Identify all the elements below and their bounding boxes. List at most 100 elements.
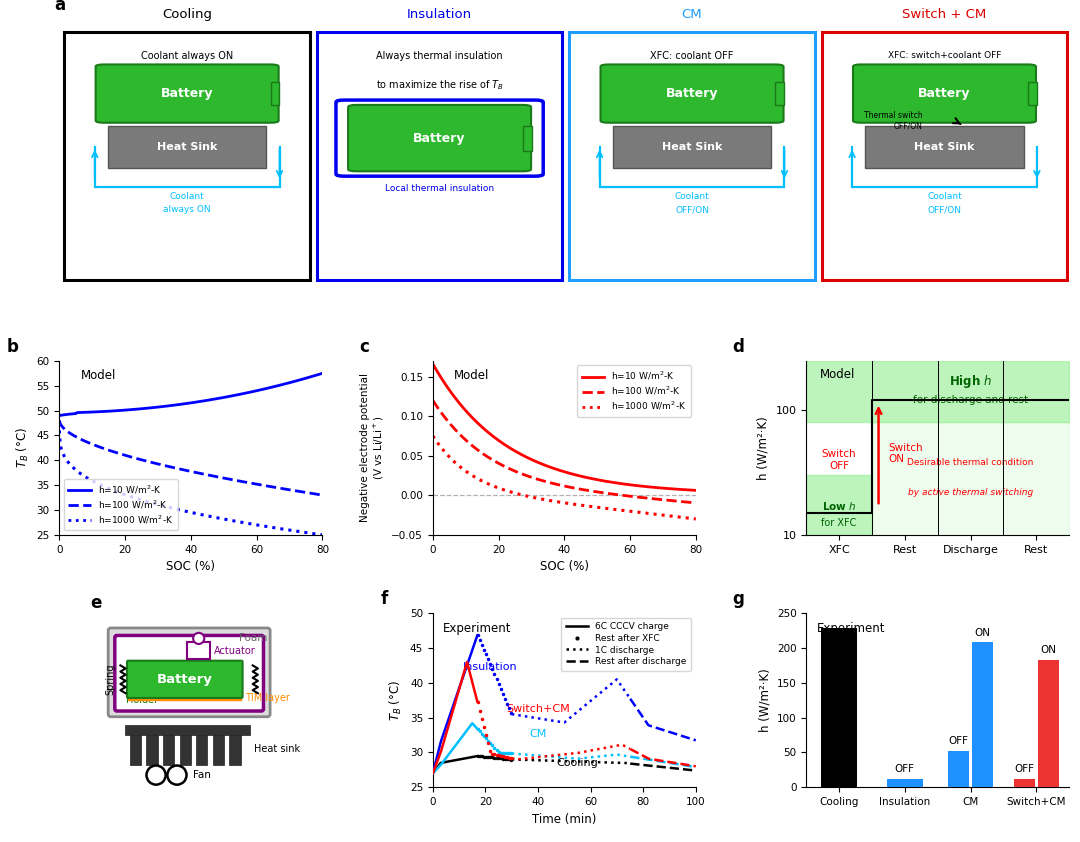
Bar	[229, 735, 241, 765]
Bar	[523, 125, 531, 151]
Text: OFF: OFF	[895, 764, 915, 774]
Text: a: a	[54, 0, 66, 14]
Text: High $h$: High $h$	[949, 373, 993, 390]
Bar	[1014, 779, 1035, 787]
FancyBboxPatch shape	[569, 31, 814, 280]
Text: Coolant: Coolant	[170, 192, 204, 200]
Text: Heat Sink: Heat Sink	[662, 142, 723, 152]
Text: OFF/ON: OFF/ON	[675, 205, 710, 214]
FancyBboxPatch shape	[114, 636, 264, 711]
X-axis label: Time (min): Time (min)	[532, 813, 596, 825]
Y-axis label: $T_B$ (°C): $T_B$ (°C)	[388, 679, 404, 721]
Legend: 6C CCCV charge, Rest after XFC, 1C discharge, Rest after discharge: 6C CCCV charge, Rest after XFC, 1C disch…	[562, 618, 691, 671]
Bar	[129, 696, 241, 701]
Text: Spring: Spring	[105, 663, 114, 695]
Bar	[213, 735, 224, 765]
Text: Switch
ON: Switch ON	[889, 443, 923, 464]
Bar	[775, 82, 784, 105]
Text: Switch + CM: Switch + CM	[903, 8, 987, 21]
Text: Foam: Foam	[240, 632, 268, 642]
Text: d: d	[732, 338, 744, 356]
FancyBboxPatch shape	[65, 31, 310, 280]
Text: Insulation: Insulation	[407, 8, 472, 21]
Text: Insulation: Insulation	[463, 663, 518, 673]
Text: for discharge and rest: for discharge and rest	[913, 396, 1028, 406]
FancyBboxPatch shape	[348, 105, 531, 171]
Text: Battery: Battery	[665, 87, 718, 100]
Text: always ON: always ON	[163, 205, 211, 214]
Bar	[197, 735, 207, 765]
Text: Switch
OFF: Switch OFF	[822, 449, 856, 471]
FancyBboxPatch shape	[127, 661, 243, 698]
Text: ON: ON	[974, 627, 990, 637]
Text: Battery: Battery	[161, 87, 214, 100]
FancyBboxPatch shape	[108, 628, 270, 717]
Y-axis label: Negative electrode potential
(V vs Li/Li$^+$): Negative electrode potential (V vs Li/Li…	[360, 373, 386, 522]
Text: Battery: Battery	[918, 87, 971, 100]
Bar	[865, 126, 1024, 168]
Text: Cooling: Cooling	[162, 8, 212, 21]
Bar	[130, 735, 141, 765]
Bar	[147, 735, 158, 765]
Text: to minimize the rise of $T_B$: to minimize the rise of $T_B$	[124, 78, 249, 93]
Text: Coolant always ON: Coolant always ON	[141, 51, 233, 61]
Y-axis label: h (W/m²·K): h (W/m²·K)	[758, 669, 771, 732]
Text: b: b	[6, 338, 18, 356]
Text: to maximize the rise of $T_B$: to maximize the rise of $T_B$	[376, 78, 503, 93]
Text: Model: Model	[820, 368, 854, 381]
FancyBboxPatch shape	[822, 31, 1067, 280]
FancyBboxPatch shape	[96, 65, 279, 123]
Bar	[179, 735, 191, 765]
Bar	[948, 751, 969, 787]
Text: Heat Sink: Heat Sink	[157, 142, 217, 152]
Bar	[612, 126, 771, 168]
Text: Coolant: Coolant	[927, 192, 962, 200]
Text: Desirable thermal condition: Desirable thermal condition	[907, 458, 1034, 467]
Text: f: f	[380, 590, 388, 609]
FancyBboxPatch shape	[316, 31, 563, 280]
Text: by active thermal switching: by active thermal switching	[908, 488, 1034, 497]
Text: OFF/ON: OFF/ON	[928, 205, 961, 214]
Text: Experiment: Experiment	[443, 622, 512, 635]
Text: e: e	[90, 594, 102, 612]
Text: Experiment: Experiment	[816, 622, 886, 635]
Text: Local thermal insulation: Local thermal insulation	[386, 184, 495, 193]
Text: OFF: OFF	[948, 736, 969, 746]
Bar	[271, 82, 279, 105]
Text: ON: ON	[1040, 645, 1056, 655]
Text: Thermal switch
OFF/ON: Thermal switch OFF/ON	[864, 111, 922, 131]
Text: Heat sink: Heat sink	[254, 744, 299, 754]
Bar	[163, 735, 174, 765]
Circle shape	[193, 633, 204, 644]
Text: CM: CM	[529, 728, 546, 738]
Text: Battery: Battery	[157, 673, 213, 686]
Bar	[972, 642, 993, 787]
Text: Model: Model	[454, 370, 489, 382]
Text: c: c	[360, 338, 369, 356]
Text: Switch+CM: Switch+CM	[507, 704, 570, 714]
Text: Actuator: Actuator	[214, 646, 255, 656]
Text: for XFC: for XFC	[822, 518, 856, 528]
Text: Heat Sink: Heat Sink	[915, 142, 974, 152]
Text: XFC: coolant OFF: XFC: coolant OFF	[650, 51, 733, 61]
Legend: h=10 W/m$^2$-K, h=100 W/m$^2$-K, h=1000 W/m$^2$-K: h=10 W/m$^2$-K, h=100 W/m$^2$-K, h=1000 …	[577, 365, 691, 417]
Bar	[188, 642, 210, 659]
Text: Low $h$: Low $h$	[822, 500, 856, 512]
Y-axis label: h (W/m²·K): h (W/m²·K)	[757, 416, 770, 480]
Text: Holder: Holder	[126, 695, 158, 706]
Text: CM: CM	[681, 8, 702, 21]
Y-axis label: $T_B$ (°C): $T_B$ (°C)	[15, 427, 31, 468]
Text: Always thermal insulation: Always thermal insulation	[376, 51, 503, 61]
X-axis label: SOC (%): SOC (%)	[540, 560, 589, 573]
Bar	[1038, 660, 1058, 787]
FancyBboxPatch shape	[336, 100, 543, 176]
FancyBboxPatch shape	[853, 65, 1036, 123]
FancyBboxPatch shape	[600, 65, 784, 123]
Bar	[124, 726, 251, 735]
Bar	[108, 126, 267, 168]
Text: Cooling: Cooling	[556, 758, 598, 768]
Text: Battery: Battery	[414, 131, 465, 145]
Text: g: g	[732, 590, 744, 609]
Text: Coolant: Coolant	[675, 192, 710, 200]
Legend: h=10 W/m$^2$-K, h=100 W/m$^2$-K, h=1000 W/m$^2$-K: h=10 W/m$^2$-K, h=100 W/m$^2$-K, h=1000 …	[64, 479, 178, 530]
